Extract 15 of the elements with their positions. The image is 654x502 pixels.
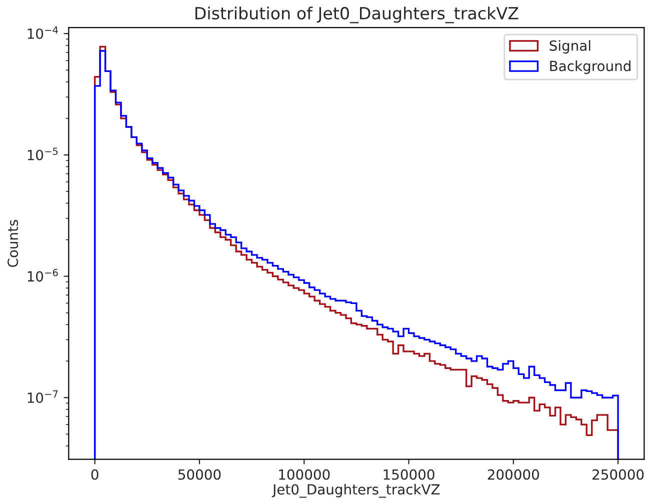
y-tick-label: 10$^{−6}$: [28, 268, 58, 282]
legend-label: Signal: [550, 40, 590, 54]
x-tick-label: 0: [91, 469, 98, 480]
x-tick-label: 200000: [488, 469, 539, 480]
y-tick-label: 10$^{−7}$: [28, 390, 58, 403]
chart-title: Distribution of Jet0_Daughters_trackVZ: [195, 6, 518, 24]
x-tick-label: 100000: [279, 469, 330, 480]
x-axis-title: Jet0_Daughters_trackVZ: [272, 484, 440, 498]
y-tick-label: 10$^{−4}$: [28, 26, 58, 39]
y-tick-label: 10$^{−5}$: [28, 148, 58, 160]
x-tick-label: 250000: [592, 469, 644, 480]
y-axis-title: Counts: [8, 220, 18, 267]
legend-label: Background: [550, 60, 630, 74]
x-tick-label: 150000: [384, 469, 434, 480]
x-tick-label: 50000: [178, 469, 221, 480]
